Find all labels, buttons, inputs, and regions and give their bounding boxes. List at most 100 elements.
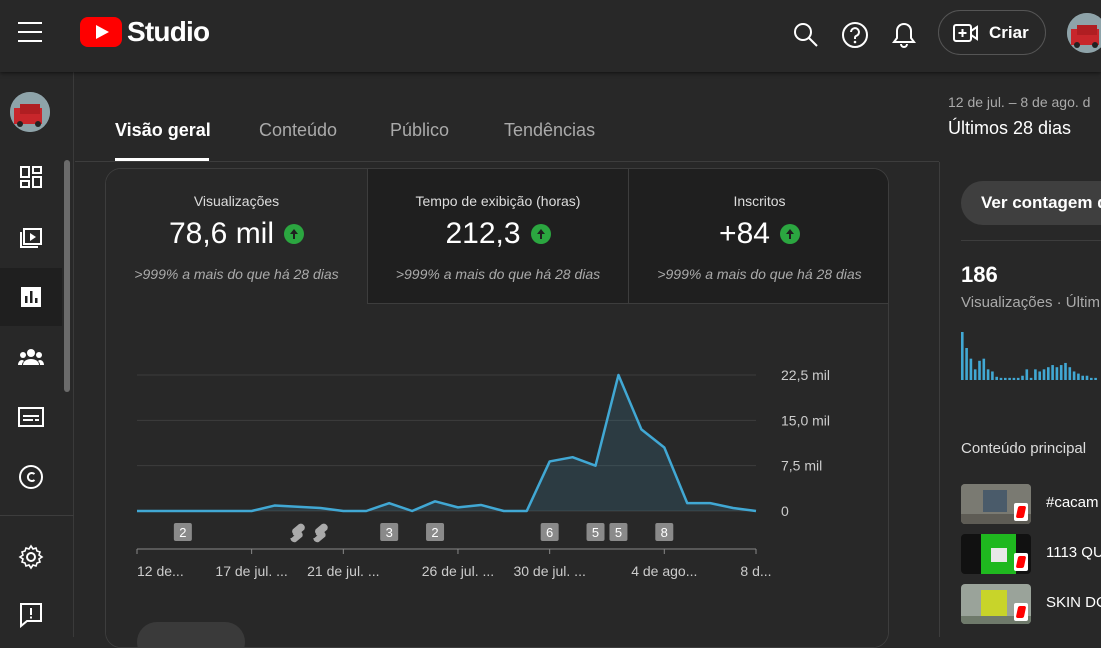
upload-marker: [655, 523, 674, 541]
tab-audience[interactable]: Público: [390, 120, 450, 140]
tab-content[interactable]: Conteúdo: [259, 120, 338, 140]
active-tab-indicator: [115, 158, 209, 161]
panel-divider: [961, 240, 1101, 241]
metric-value: 212,3: [445, 217, 521, 250]
metric-label: Visualizações: [193, 193, 280, 209]
sidebar-item-dashboard[interactable]: [0, 148, 62, 206]
sparkline-bar: [1016, 377, 1020, 380]
tab-trends[interactable]: Tendências: [504, 120, 596, 140]
x-tick-label: 30 de jul. ...: [513, 563, 585, 579]
sparkline-bar: [1064, 362, 1067, 380]
notifications-bell-icon[interactable]: [889, 20, 919, 50]
sidebar-scrollbar[interactable]: [64, 160, 70, 392]
x-tick-label: 4 de ago...: [631, 563, 697, 579]
realtime-sparkline: [961, 332, 1097, 380]
sparkline-bar: [1008, 377, 1011, 380]
sparkline-bar: [999, 377, 1003, 380]
sparkline-bar: [1068, 367, 1072, 380]
sidebar-item-subtitles[interactable]: [0, 388, 62, 446]
metric-comparison: >999% a mais do que há 28 dias: [657, 266, 862, 282]
sparkline-bar: [1094, 377, 1097, 380]
arrow-up-icon: [779, 224, 800, 244]
metric-views[interactable]: Visualizações 78,6 mil >999% a mais do q…: [106, 169, 367, 304]
date-range-text: 12 de jul. – 8 de ago. d: [948, 94, 1091, 110]
help-icon[interactable]: [840, 20, 870, 50]
create-button[interactable]: Criar: [938, 10, 1046, 55]
youtube-studio-logo[interactable]: Studio: [80, 16, 210, 48]
shorts-icon: [1014, 503, 1028, 521]
sidebar-item-analytics[interactable]: [0, 268, 62, 326]
video-thumbnail: [961, 534, 1031, 574]
analytics-icon: [21, 287, 41, 307]
arrow-up-icon: [530, 224, 551, 244]
x-tick-label: 8 d...: [740, 563, 771, 579]
upload-marker: [173, 523, 192, 541]
sidebar-item-settings[interactable]: [0, 528, 62, 586]
sparkline-bar: [1004, 377, 1007, 380]
top-content-item[interactable]: #cacam: [961, 484, 1101, 524]
shorts-marker-icon: [290, 523, 305, 543]
sparkline-bar: [1059, 365, 1063, 380]
upload-marker-label: 3: [386, 525, 393, 540]
sidebar-item-copyright[interactable]: [0, 448, 62, 506]
content-icon: [20, 228, 42, 248]
copyright-icon: [19, 465, 43, 489]
top-content-item-title: #cacam: [1046, 494, 1099, 511]
top-app-bar: Studio Criar: [0, 0, 1101, 72]
arrow-up-icon: [284, 224, 305, 244]
menu-icon[interactable]: [18, 22, 46, 44]
y-tick-label: 7,5 mil: [781, 458, 822, 474]
sparkline-bar: [1051, 365, 1054, 380]
upload-marker-label: 2: [179, 525, 186, 540]
youtube-play-icon: [80, 17, 122, 47]
view-live-count-button[interactable]: Ver contagem d: [961, 181, 1101, 225]
realtime-panel: Ver contagem d 186 Visualizações · Últim…: [939, 162, 1101, 637]
metric-comparison: >999% a mais do que há 28 dias: [395, 266, 601, 282]
metric-label: Inscritos: [733, 193, 786, 209]
views-series-line: [137, 373, 757, 513]
sidebar-item-content[interactable]: [0, 208, 62, 266]
sparkline-bar: [973, 369, 977, 380]
channel-avatar[interactable]: [10, 92, 50, 132]
upload-marker: [380, 523, 399, 541]
x-tick-label: 12 de...: [137, 563, 184, 579]
sparkline-bar: [982, 358, 986, 380]
sparkline-bar: [1034, 369, 1037, 380]
sparkline-bar: [1029, 377, 1033, 380]
shorts-icon-shape: [290, 523, 305, 543]
gear-icon: [18, 544, 44, 570]
views-chart: 22,5 mil 15,0 mil 7,5 mil 0 2 3 2 6 5 5 8 12 de... 1…: [136, 367, 830, 647]
top-content-item-title: SKIN DC: [1046, 594, 1101, 611]
sparkline-bar: [1012, 377, 1016, 380]
dashboard-icon: [20, 166, 42, 188]
top-content-item[interactable]: SKIN DC: [961, 584, 1101, 624]
upload-marker-label: 8: [661, 525, 668, 540]
shorts-icon: [1014, 553, 1028, 571]
tab-overview[interactable]: Visão geral: [115, 120, 211, 140]
sidebar-item-feedback[interactable]: [0, 586, 62, 644]
sparkline-bar: [1021, 375, 1024, 380]
upload-marker-label: 5: [615, 525, 622, 540]
chart-area-bg: [106, 304, 888, 647]
account-avatar[interactable]: [1067, 13, 1101, 53]
sparkline-bar: [995, 376, 998, 380]
video-thumbnail: [961, 484, 1031, 524]
sparkline-bar: [969, 358, 973, 380]
top-content-item[interactable]: 1113 QU: [961, 534, 1101, 574]
shorts-icon-shape: [313, 523, 328, 543]
metric-value: 78,6 mil: [168, 217, 275, 250]
sidebar-item-community[interactable]: [0, 328, 62, 386]
metric-subscribers[interactable]: Inscritos +84 >999% a mais do que há 28 …: [628, 169, 888, 304]
left-sidebar: [0, 72, 74, 637]
upload-marker: [609, 523, 628, 541]
metric-label: Tempo de exibição (horas): [415, 193, 581, 209]
search-icon[interactable]: [791, 20, 821, 50]
date-range-picker[interactable]: 12 de jul. – 8 de ago. d Últimos 28 dias: [948, 94, 1090, 139]
sparkline-bar: [1077, 373, 1080, 380]
sparkline-bar: [1042, 369, 1046, 380]
metric-watch-time[interactable]: Tempo de exibição (horas) 212,3 >999% a …: [367, 169, 628, 304]
realtime-views-count: 186: [961, 262, 998, 287]
sidebar-divider: [0, 515, 74, 516]
top-content-title: Conteúdo principal: [961, 440, 1087, 457]
video-thumbnail: [961, 584, 1031, 624]
